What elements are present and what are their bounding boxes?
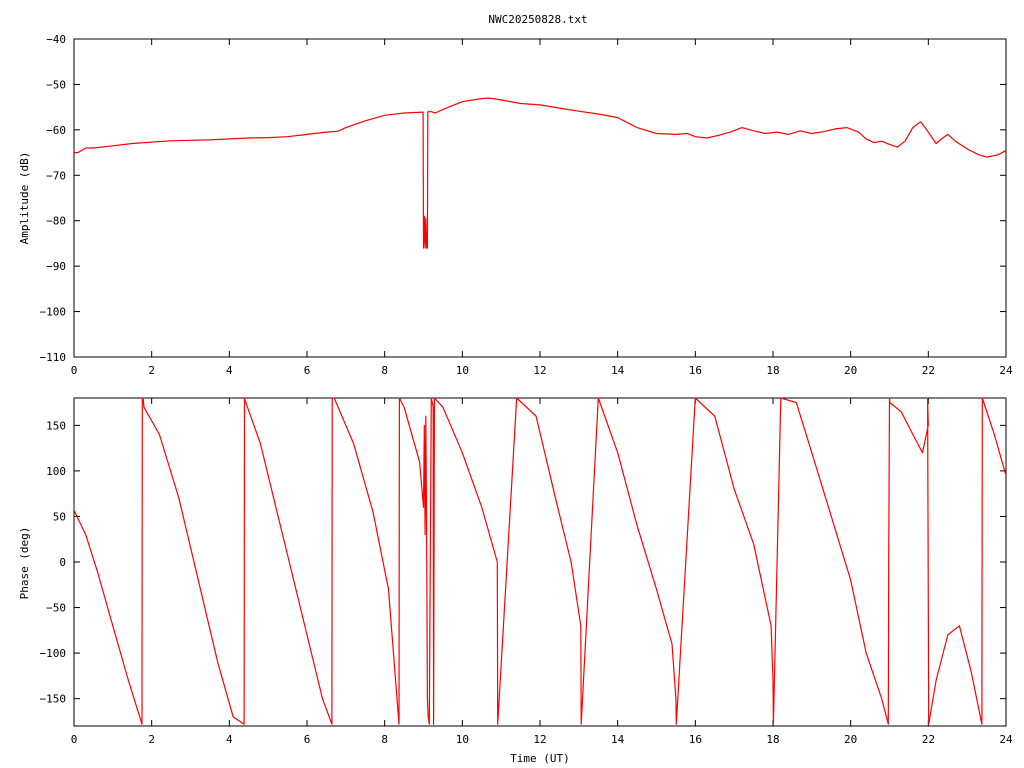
- chart-title: NWC20250828.txt: [488, 13, 587, 26]
- amplitude-plot-frame: [73, 38, 1007, 358]
- amplitude-series: [74, 97, 1007, 249]
- phase-y-tick-label: −150: [40, 693, 67, 706]
- phase-series-line: [73, 397, 1007, 725]
- phase-y-tick-label: −50: [46, 602, 66, 615]
- amplitude-y-tick-label: −60: [46, 124, 66, 137]
- phase-panel: 0 2 4 6 8 10 12 14 16 18 20 22 24150100500−50−100−15…: [18, 397, 1013, 765]
- amplitude-y-axis-label: Amplitude (dB): [18, 152, 31, 245]
- phase-x-tick-label: 6: [304, 733, 311, 746]
- amplitude-x-tick-label: 4: [226, 364, 233, 377]
- phase-y-tick-label: 0: [59, 556, 66, 569]
- phase-x-tick-label: 18: [766, 733, 779, 746]
- phase-x-tick-label: 4: [226, 733, 233, 746]
- phase-x-tick-label: 2: [148, 733, 155, 746]
- phase-x-tick-label: 20: [844, 733, 857, 746]
- phase-x-tick-label: 14: [611, 733, 625, 746]
- amplitude-x-tick-label: 6: [304, 364, 311, 377]
- amplitude-y-tick-label: −40: [46, 33, 66, 46]
- phase-series: [73, 397, 1007, 725]
- phase-x-tick-label: 10: [456, 733, 469, 746]
- amplitude-x-tick-label: 18: [766, 364, 779, 377]
- amplitude-panel: 0 2 4 6 8 10 12 14 16 18 20 22 24−40−50−60−70−80−90−…: [18, 33, 1013, 377]
- amplitude-x-tick-label: 10: [456, 364, 469, 377]
- amplitude-x-tick-label: 24: [999, 364, 1013, 377]
- phase-x-tick-label: 16: [689, 733, 702, 746]
- amplitude-y-tick-label: −100: [40, 306, 67, 319]
- amplitude-ticks: 0 2 4 6 8 10 12 14 16 18 20 22 24−40−50−60−70−80−90−…: [40, 33, 1013, 377]
- amplitude-x-tick-label: 22: [922, 364, 935, 377]
- amplitude-series-line: [74, 97, 1007, 249]
- phase-y-tick-label: −100: [40, 647, 67, 660]
- amplitude-x-tick-label: 2: [148, 364, 155, 377]
- phase-y-axis-label: Phase (deg): [18, 527, 31, 600]
- amplitude-x-tick-label: 12: [533, 364, 546, 377]
- amplitude-y-tick-label: −70: [46, 169, 66, 182]
- phase-y-tick-label: 150: [46, 419, 66, 432]
- phase-x-tick-label: 0: [71, 733, 78, 746]
- phase-ticks: 0 2 4 6 8 10 12 14 16 18 20 22 24150100500−50−100−15…: [40, 398, 1013, 746]
- amplitude-x-tick-label: 14: [611, 364, 625, 377]
- amplitude-x-tick-label: 8: [381, 364, 388, 377]
- amplitude-y-tick-label: −80: [46, 215, 66, 228]
- amplitude-y-tick-label: −50: [46, 78, 66, 91]
- phase-x-tick-label: 12: [533, 733, 546, 746]
- phase-x-tick-label: 24: [999, 733, 1013, 746]
- amplitude-x-tick-label: 0: [71, 364, 78, 377]
- phase-y-tick-label: 100: [46, 465, 66, 478]
- amplitude-y-tick-label: −90: [46, 260, 66, 273]
- amplitude-x-tick-label: 16: [689, 364, 702, 377]
- phase-x-tick-label: 8: [381, 733, 388, 746]
- amplitude-x-tick-label: 20: [844, 364, 857, 377]
- amplitude-y-tick-label: −110: [40, 351, 67, 364]
- phase-y-tick-label: 50: [53, 510, 66, 523]
- x-axis-label: Time (UT): [510, 752, 570, 765]
- phase-x-tick-label: 22: [922, 733, 935, 746]
- phase-plot-frame: [73, 397, 1007, 727]
